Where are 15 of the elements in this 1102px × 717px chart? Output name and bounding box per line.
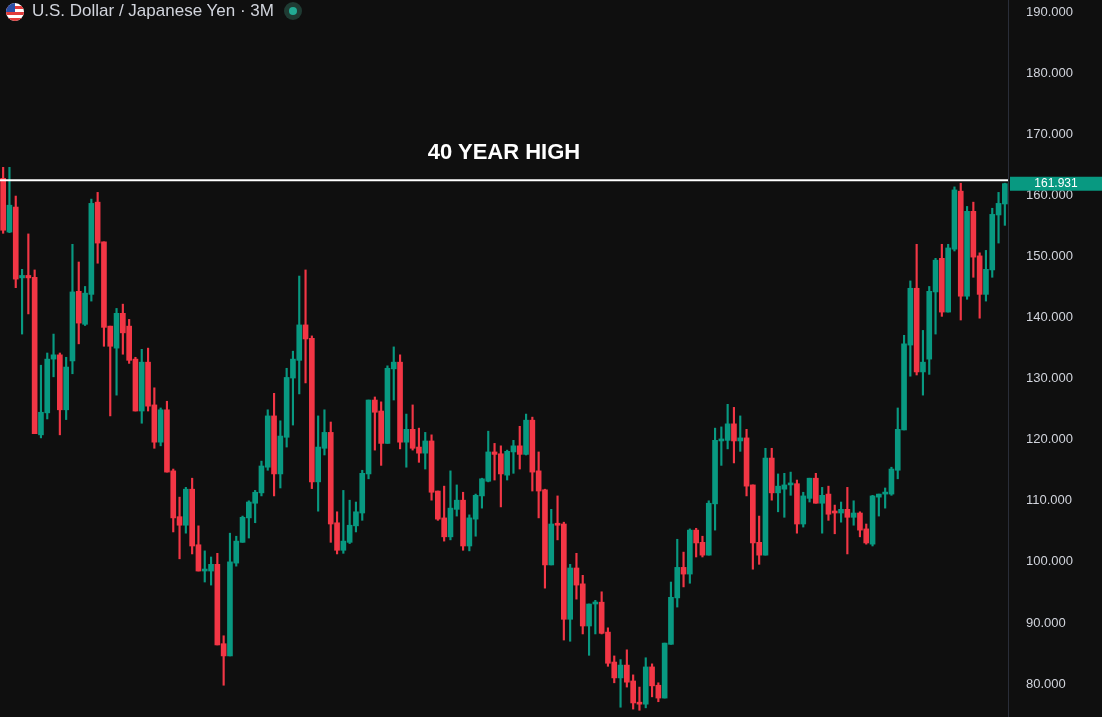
y-tick-label: 170.000 bbox=[1026, 125, 1073, 141]
y-tick-label: 150.000 bbox=[1026, 248, 1073, 264]
y-tick-label: 120.000 bbox=[1026, 431, 1073, 447]
y-tick-label: 190.000 bbox=[1026, 3, 1073, 19]
y-tick-label: 130.000 bbox=[1026, 370, 1073, 386]
y-tick-label: 90.000 bbox=[1026, 614, 1066, 630]
ref-line-label: 40 YEAR HIGH bbox=[427, 139, 581, 165]
y-tick-label: 160.000 bbox=[1026, 187, 1073, 203]
text: 161.931 bbox=[1034, 175, 1079, 190]
chart-title: U.S. Dollar / Japanese Yen · 3M bbox=[32, 1, 274, 21]
y-tick-label: 110.000 bbox=[1026, 492, 1073, 508]
y-tick-label: 100.000 bbox=[1026, 553, 1073, 569]
y-tick-label: 80.000 bbox=[1026, 675, 1066, 691]
y-tick-label: 140.000 bbox=[1026, 309, 1073, 325]
y-tick-label: 180.000 bbox=[1026, 64, 1073, 80]
